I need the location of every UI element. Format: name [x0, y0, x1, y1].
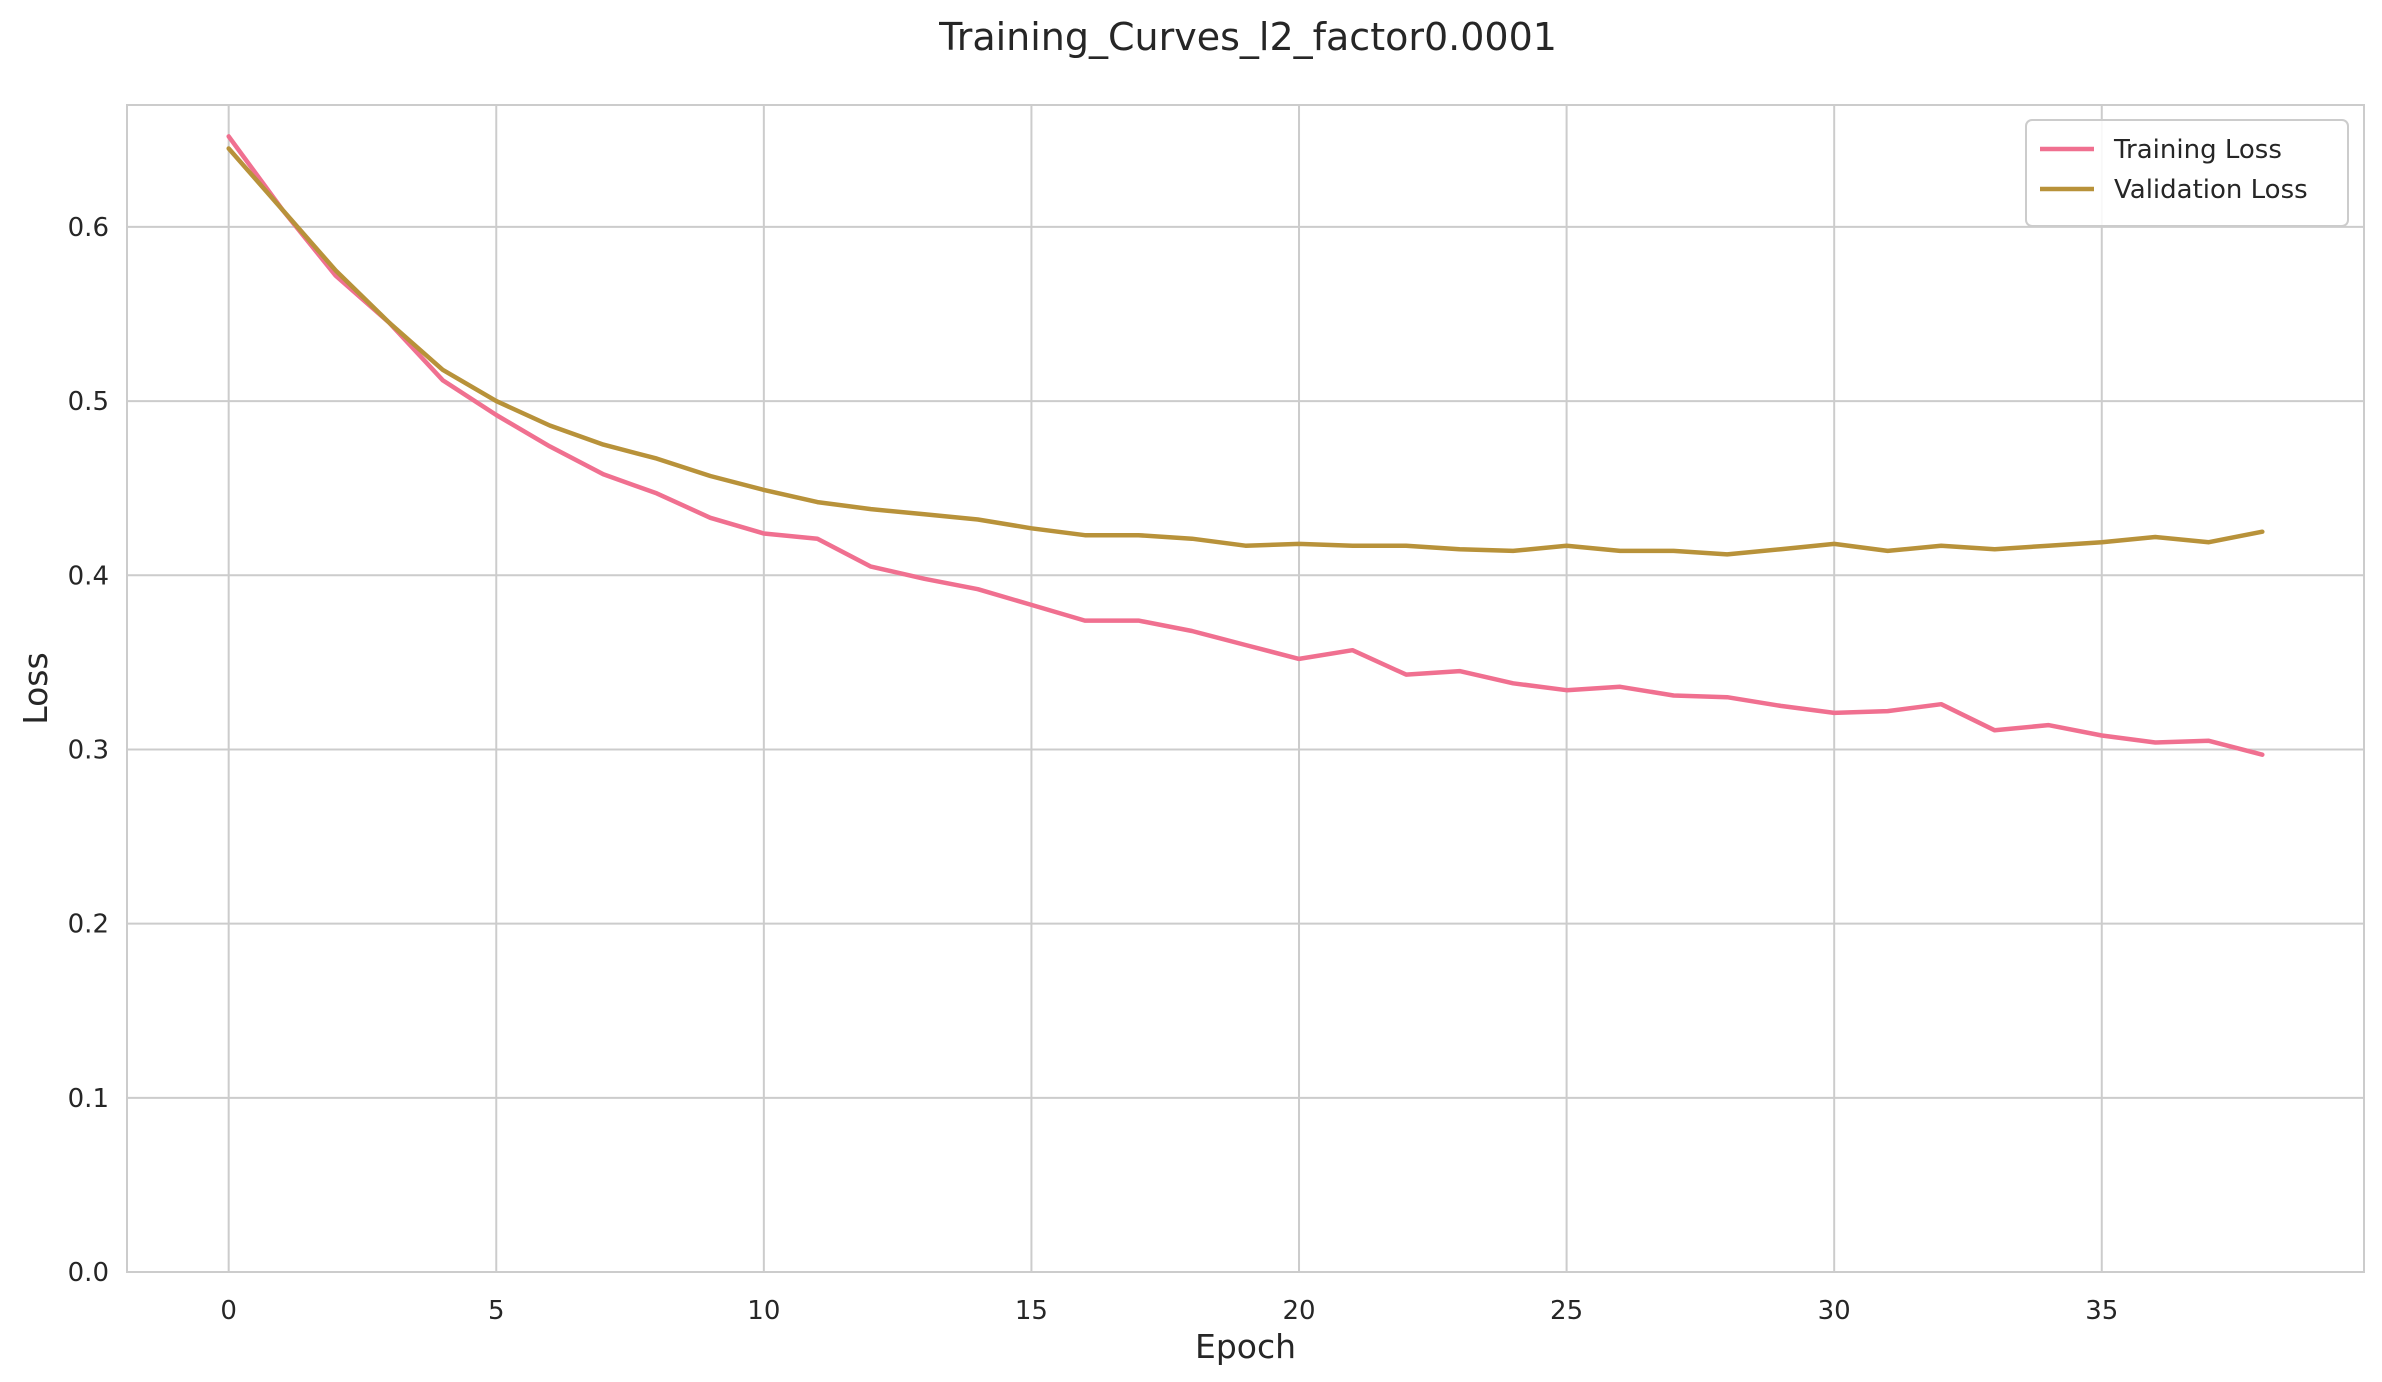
grid — [127, 105, 2364, 1273]
y-tick-label: 0.2 — [68, 910, 109, 940]
x-tick-label: 25 — [1550, 1296, 1583, 1326]
x-tick-label: 15 — [1015, 1296, 1048, 1326]
y-tick-label: 0.5 — [68, 387, 109, 417]
y-axis-label: Loss — [16, 652, 55, 724]
y-tick-label: 0.4 — [68, 561, 109, 591]
legend-box — [2025, 119, 2349, 227]
series-layer — [226, 134, 2265, 757]
y-tick-label: 0.0 — [68, 1258, 109, 1288]
series-line — [226, 134, 2265, 757]
x-tick-label: 30 — [1818, 1296, 1851, 1326]
x-tick-label: 20 — [1282, 1296, 1315, 1326]
x-tick-label: 0 — [220, 1296, 237, 1326]
plot-frame — [126, 104, 2365, 1273]
y-tick-label: 0.3 — [68, 735, 109, 765]
y-tick-label: 0.6 — [68, 213, 109, 243]
series-line — [226, 146, 2265, 557]
legend-label: Validation Loss — [2114, 175, 2308, 205]
x-tick-label: 35 — [2085, 1296, 2118, 1326]
y-axis-ticks: 0.0 0.1 0.2 0.3 0.4 0.5 0.6 — [68, 213, 109, 1288]
x-axis-label: Epoch — [1195, 1327, 1296, 1366]
x-tick-label: 5 — [488, 1296, 505, 1326]
x-tick-label: 10 — [747, 1296, 780, 1326]
legend-label: Training Loss — [2113, 135, 2282, 165]
x-axis-ticks: 0 5 10 15 20 25 30 35 — [220, 1296, 2118, 1326]
legend: Training Loss Validation Loss — [2025, 119, 2349, 227]
chart-title: Training_Curves_l2_factor0.0001 — [938, 15, 1557, 59]
y-tick-label: 0.1 — [68, 1084, 109, 1114]
